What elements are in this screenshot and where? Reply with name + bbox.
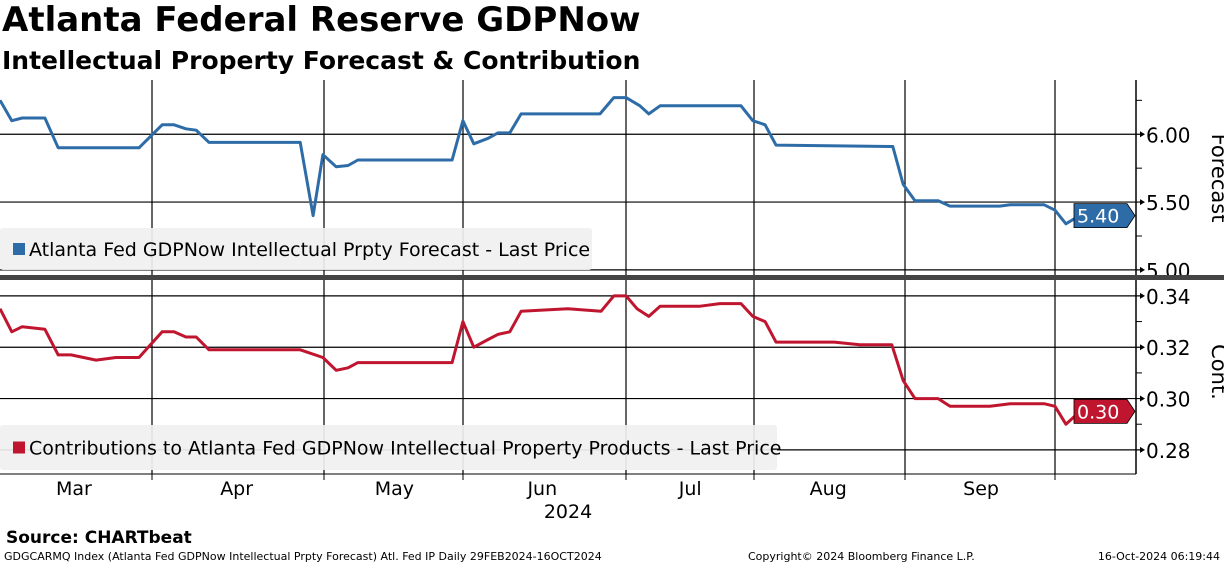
last-value-tag	[1073, 203, 1136, 229]
footer-copyright: Copyright© 2024 Bloomberg Finance L.P.	[748, 550, 975, 563]
y-tick-label: 0.34	[1146, 285, 1191, 309]
tick-arrow	[1140, 292, 1145, 299]
panel-separator	[0, 275, 1224, 280]
tick-arrow	[1140, 266, 1145, 273]
y-tick-label: 5.50	[1146, 191, 1191, 215]
series-line	[0, 294, 1113, 426]
y-tick-label: 0.28	[1146, 439, 1191, 463]
footer-timestamp: 16-Oct-2024 06:19:44	[1097, 550, 1220, 563]
x-tick-label: Mar	[56, 478, 92, 500]
legend-swatch	[13, 243, 25, 255]
y-tick-label: 0.30	[1146, 388, 1191, 412]
x-tick-label: Sep	[963, 478, 999, 500]
tick-arrow	[1140, 344, 1145, 351]
x-tick-label: Jun	[526, 478, 557, 500]
y-axis-label: Forecast	[1207, 134, 1224, 223]
tick-arrow	[1140, 395, 1145, 402]
legend-box	[0, 228, 592, 270]
tick-arrow	[1140, 131, 1145, 138]
y-tick-label: 6.00	[1146, 123, 1191, 147]
last-value-label: 5.40	[1077, 206, 1119, 228]
tick-arrow	[1140, 199, 1145, 206]
footer-index-info: GDGCARMQ Index (Atlanta Fed GDPNow Intel…	[4, 550, 602, 563]
x-tick-label: May	[375, 478, 414, 500]
x-tick-label: Jul	[678, 478, 702, 500]
chart-subtitle: Intellectual Property Forecast & Contrib…	[2, 46, 641, 75]
y-tick-label: 0.32	[1146, 336, 1191, 360]
source-label: Source: CHARTbeat	[6, 528, 192, 548]
legend-label: Atlanta Fed GDPNow Intellectual Prpty Fo…	[29, 239, 590, 261]
series-line	[0, 96, 1113, 226]
x-year-label: 2024	[544, 501, 592, 523]
y-axis-label: Cont.	[1207, 344, 1224, 400]
legend-box	[0, 425, 777, 470]
legend-swatch	[13, 441, 25, 454]
chart-title: Atlanta Federal Reserve GDPNow	[2, 0, 641, 40]
tick-arrow	[1140, 446, 1145, 453]
last-value-tag	[1073, 398, 1136, 424]
last-value-label: 0.30	[1077, 401, 1119, 423]
x-tick-label: Apr	[220, 478, 253, 500]
legend-label: Contributions to Atlanta Fed GDPNow Inte…	[29, 438, 781, 460]
x-tick-label: Aug	[810, 478, 847, 500]
